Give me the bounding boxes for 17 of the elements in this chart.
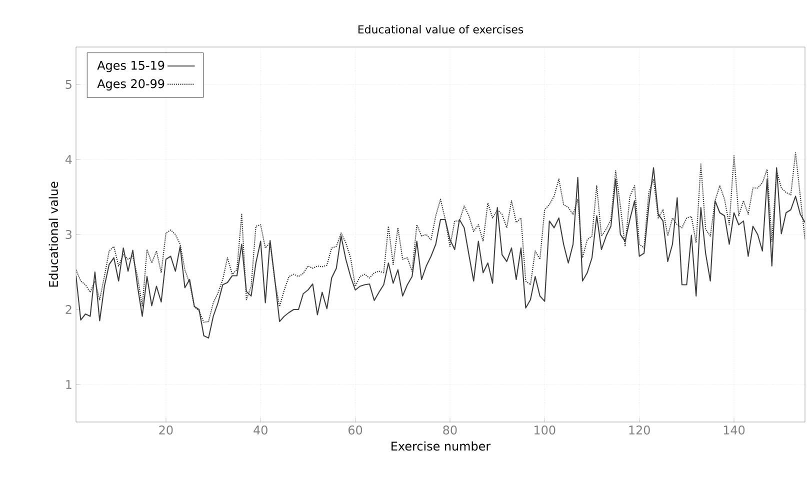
- y-tick-label: 4: [65, 155, 72, 164]
- x-tick-label: 120: [629, 426, 650, 435]
- y-tick-label: 5: [66, 80, 72, 89]
- x-tick-label: 60: [348, 426, 362, 435]
- y-tick-label: 1: [66, 380, 72, 389]
- x-tick-label: 100: [534, 426, 556, 435]
- legend-label: Ages 20-99: [97, 79, 164, 91]
- x-tick-label: 20: [159, 426, 173, 435]
- x-tick-label: 140: [724, 426, 745, 435]
- chart-title: Educational value of exercises: [358, 25, 524, 34]
- y-tick-label: 2: [66, 305, 72, 314]
- x-axis-title: Exercise number: [392, 441, 491, 451]
- y-tick-label: 3: [66, 230, 72, 240]
- legend-label: Ages 15-19: [97, 60, 164, 72]
- x-tick-label: 40: [254, 426, 268, 435]
- y-axis-title: Educational value: [48, 182, 58, 287]
- x-tick-label: 80: [443, 426, 457, 435]
